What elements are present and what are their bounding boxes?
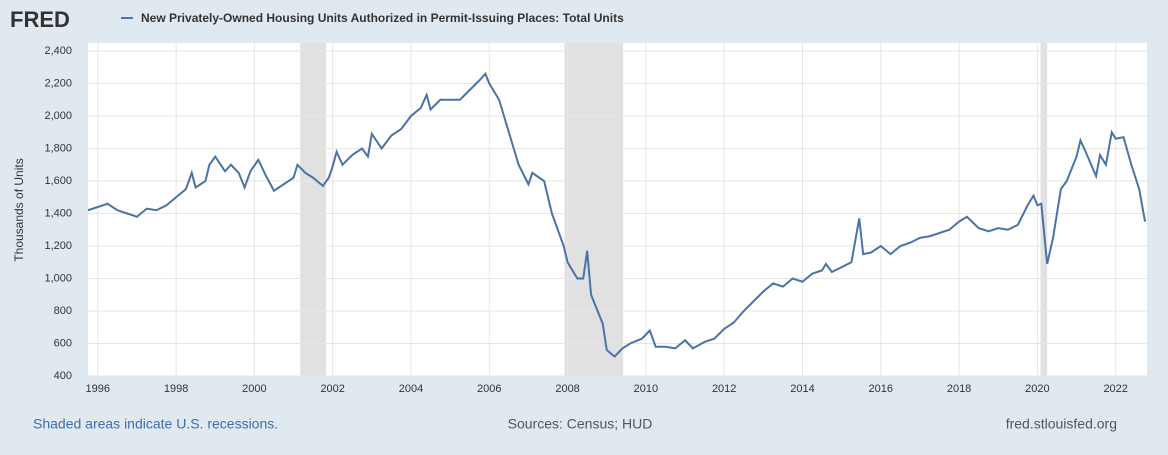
site: fred.stlouisfed.org	[1006, 416, 1117, 432]
y-tick-label: 600	[54, 337, 72, 349]
recession-band	[300, 43, 327, 376]
x-tick-label: 2012	[712, 383, 736, 395]
x-tick-label: 1996	[86, 383, 110, 395]
y-tick-label: 2,000	[44, 110, 72, 122]
y-tick-label: 1,400	[44, 207, 72, 219]
source: Sources: Census; HUD	[508, 416, 653, 432]
recession-note[interactable]: Shaded areas indicate U.S. recessions.	[33, 416, 278, 432]
y-tick-label: 1,000	[44, 272, 72, 284]
legend-entry: New Privately-Owned Housing Units Author…	[141, 11, 624, 25]
y-tick-label: 2,400	[44, 45, 72, 57]
x-tick-label: 2008	[555, 383, 579, 395]
x-tick-label: 2006	[477, 383, 501, 395]
x-tick-label: 2014	[790, 383, 814, 395]
x-tick-label: 2010	[634, 383, 658, 395]
y-tick-label: 1,600	[44, 175, 72, 187]
line-series	[87, 71, 1147, 358]
y-tick-label: 800	[54, 305, 72, 317]
x-tick-label: 2000	[242, 383, 266, 395]
recession-band	[564, 43, 624, 376]
x-tick-label: 2020	[1025, 383, 1049, 395]
y-tick-label: 400	[54, 370, 72, 382]
logo: FRED	[10, 7, 70, 32]
recession-band	[1040, 43, 1048, 376]
y-tick-label: 1,800	[44, 142, 72, 154]
x-tick-label: 2022	[1103, 383, 1127, 395]
x-tick-label: 2004	[399, 383, 423, 395]
y-axis-label: Thousands of Units	[12, 158, 26, 261]
y-tick-label: 2,200	[44, 77, 72, 89]
x-tick-label: 1998	[164, 383, 188, 395]
legend-swatch	[121, 17, 133, 19]
x-tick-label: 2016	[869, 383, 893, 395]
y-tick-label: 1,200	[44, 240, 72, 252]
x-tick-label: 2018	[947, 383, 971, 395]
x-tick-label: 2002	[320, 383, 344, 395]
